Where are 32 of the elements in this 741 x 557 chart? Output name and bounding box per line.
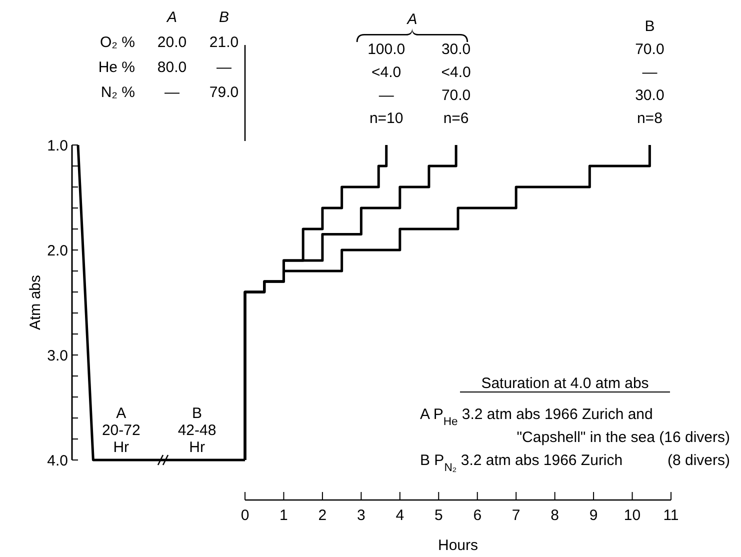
y-tick-label: 4.0 xyxy=(47,452,68,470)
x-tick-label: 2 xyxy=(318,507,327,524)
text: A B xyxy=(166,9,230,26)
text: He % 80.0 — xyxy=(98,59,232,76)
y-tick-label: 2.0 xyxy=(47,242,68,260)
x-axis-title: Hours xyxy=(438,537,478,554)
annotation: B 42-48 Hr xyxy=(178,405,216,456)
text: O₂ % 20.0 21.0 xyxy=(100,34,239,51)
x-tick-label: 1 xyxy=(280,507,288,524)
y-tick-label: 1.0 xyxy=(47,137,68,154)
text: A xyxy=(406,11,418,28)
x-tick-label: 3 xyxy=(357,507,366,524)
x-tick-label: 10 xyxy=(624,507,641,524)
x-tick-label: 9 xyxy=(589,507,598,524)
annotation: 100.0 <4.0 — n=10 xyxy=(368,41,406,127)
x-tick-label: 8 xyxy=(550,507,559,524)
x-tick-label: 0 xyxy=(240,507,250,524)
x-tick-label: 6 xyxy=(473,507,482,524)
annotation: A P$_{He}$ 3.2 atm abs 1966 Zurich and xyxy=(420,406,653,428)
text: B P$_{N₂}$ 3.2 atm abs 1966 Zurich (8 divers) xyxy=(420,452,730,474)
x-tick-label: 4 xyxy=(396,507,404,524)
annotation: "Capshell" in the sea (16 divers) xyxy=(516,429,730,446)
y-tick-label: 3.0 xyxy=(47,347,68,364)
annotation: Saturation at 4.0 atm abs xyxy=(481,375,649,392)
x-tick-label: 11 xyxy=(663,507,679,524)
annotation: 30.0 <4.0 70.0 n=6 xyxy=(441,41,471,127)
annotation: A 20-72 Hr xyxy=(102,405,140,456)
x-tick-label: 5 xyxy=(434,507,443,524)
x-tick-label: 7 xyxy=(512,507,520,524)
annotation: B 70.0 — 30.0 n=8 xyxy=(635,18,664,127)
y-axis-title: Atm abs xyxy=(27,274,44,330)
text: N₂ % — 79.0 xyxy=(100,84,239,101)
